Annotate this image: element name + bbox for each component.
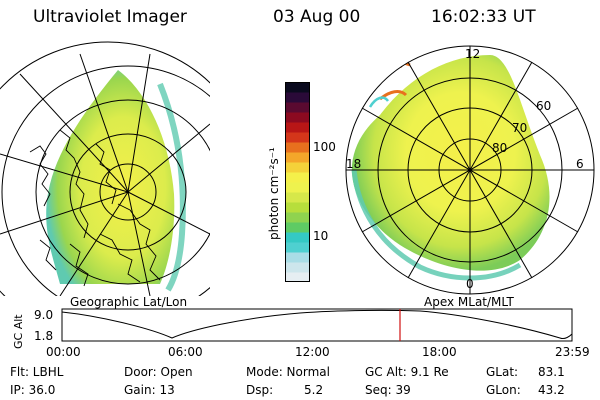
mlt-label-18: 18 — [346, 157, 362, 171]
colorbar-tick-10: 10 — [313, 229, 329, 243]
colorbar-unit-label: photon cm⁻²s⁻¹ — [267, 147, 281, 240]
mlat-label-80: 80 — [492, 141, 508, 155]
status-glat-label: GLat: — [486, 365, 519, 379]
mlat-mlt-plot — [345, 45, 595, 295]
status-glon-label: GLon: — [486, 383, 521, 397]
mlat-grid — [345, 45, 595, 295]
colorbar-band — [285, 272, 310, 282]
mlat-label-70: 70 — [512, 121, 528, 135]
colorbar-band — [285, 132, 310, 143]
mlt-label-12: 12 — [465, 47, 481, 61]
colorbar-band — [285, 102, 310, 113]
altitude-xtick-0000: 00:00 — [46, 345, 81, 359]
colorbar-band — [285, 252, 310, 263]
status-door: Door: Open — [124, 365, 193, 379]
coastlines — [29, 129, 161, 287]
colorbar-band — [285, 172, 310, 183]
altitude-timeline: GC Alt — [12, 308, 573, 349]
time-label: 16:02:33 UT — [431, 7, 536, 27]
status-gain: Gain: 13 — [124, 383, 175, 397]
altitude-axis-label: GC Alt — [12, 314, 25, 349]
status-filter: Flt: LBHL — [10, 365, 64, 379]
left-panel-caption: Geographic Lat/Lon — [70, 295, 188, 309]
altitude-plot-frame — [61, 308, 573, 342]
altitude-xtick-1200: 12:00 — [295, 345, 330, 359]
status-dsp-value: 5.2 — [304, 383, 324, 397]
status-sequence: Seq: 39 — [365, 383, 411, 397]
colorbar-tick-100: 100 — [313, 140, 336, 154]
geographic-image — [0, 41, 210, 296]
colorbar-band — [285, 222, 310, 233]
right-panel-caption: Apex MLat/MLT — [424, 295, 514, 309]
status-mode: Mode: Normal — [246, 365, 330, 379]
altitude-curve — [61, 309, 573, 339]
altitude-xtick-1800: 18:00 — [422, 345, 457, 359]
colorbar-band — [285, 152, 310, 163]
altitude-xtick-0600: 06:00 — [168, 345, 203, 359]
status-glat-value: 83.1 — [538, 365, 565, 379]
colorbar-band — [285, 192, 310, 203]
date-label: 03 Aug 00 — [273, 7, 361, 27]
colorbar — [285, 82, 310, 282]
geographic-grid — [0, 53, 210, 296]
colorbar-band — [285, 162, 310, 173]
mlt-label-6: 6 — [576, 157, 584, 171]
altitude-xtick-2359: 23:59 — [555, 345, 590, 359]
altitude-ytick-low: 1.8 — [34, 329, 54, 343]
colorbar-band — [285, 122, 310, 133]
colorbar-band — [285, 242, 310, 253]
colorbar-band — [285, 202, 310, 213]
altitude-ytick-high: 9.0 — [34, 308, 54, 322]
colorbar-band — [285, 82, 310, 93]
colorbar-band — [285, 232, 310, 243]
mlt-label-0: 0 — [466, 277, 474, 291]
mlat-label-60: 60 — [536, 99, 552, 113]
instrument-title: Ultraviolet Imager — [33, 7, 187, 27]
colorbar-band — [285, 112, 310, 123]
colorbar-band — [285, 212, 310, 223]
status-dsp-label: Dsp: — [246, 383, 274, 397]
aurora-data-region — [46, 70, 175, 284]
colorbar-band — [285, 142, 310, 153]
status-glon-value: 43.2 — [538, 383, 565, 397]
colorbar-band — [285, 182, 310, 193]
colorbar-band — [285, 92, 310, 103]
colorbar-frame — [285, 82, 310, 282]
status-gc-altitude: GC Alt: 9.1 Re — [365, 365, 449, 379]
colorbar-band — [285, 262, 310, 273]
status-ip: IP: 36.0 — [10, 383, 56, 397]
